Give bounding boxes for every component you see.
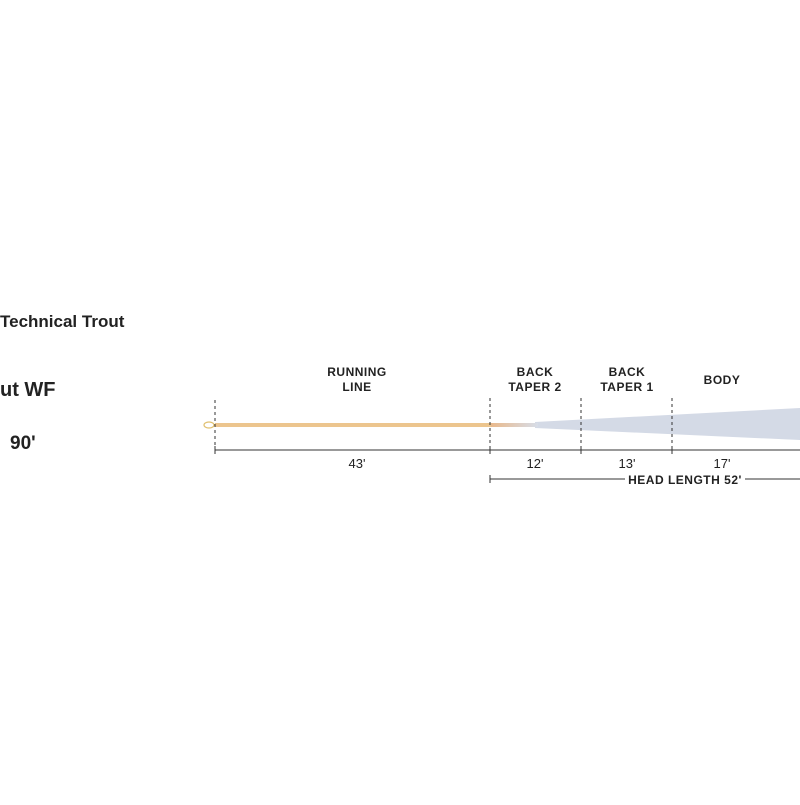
section-length: 17' [714, 456, 731, 471]
section-label: BODY [704, 373, 741, 387]
section-label: LINE [342, 380, 371, 394]
loop [203, 421, 215, 429]
section-label: TAPER 2 [508, 380, 561, 394]
product-name: ut WF [0, 379, 56, 401]
dimension-line [214, 446, 800, 483]
section-length: 43' [349, 456, 366, 471]
series-title: Technical Trout [0, 312, 125, 331]
section-label: RUNNING [327, 365, 387, 379]
section-label: BACK [609, 365, 646, 379]
head-length: HEAD LENGTH 52' [628, 473, 742, 487]
section-length: 13' [619, 456, 636, 471]
section-label: BACK [517, 365, 554, 379]
line-length: 90' [10, 433, 36, 454]
section-length: 12' [527, 456, 544, 471]
section-label: TAPER 1 [600, 380, 653, 394]
transition [490, 423, 538, 427]
running-line [215, 423, 491, 427]
separators [214, 398, 673, 448]
taper-cone [535, 408, 800, 440]
